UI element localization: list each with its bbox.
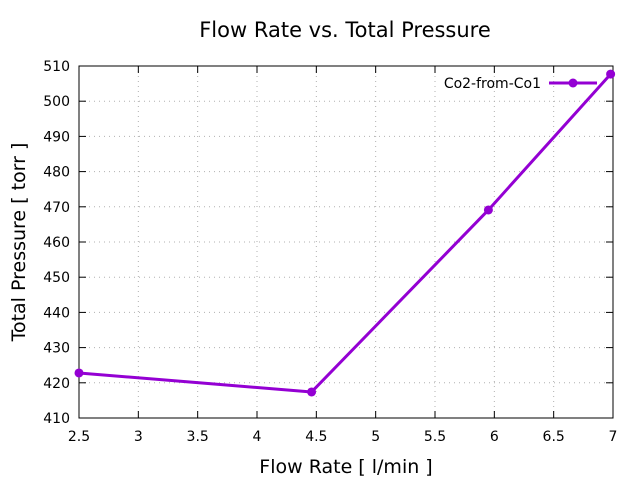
x-tick-label: 3.5	[187, 429, 209, 445]
y-tick-label: 410	[43, 411, 70, 427]
x-tick-label: 5.5	[424, 429, 446, 445]
y-tick-label: 490	[43, 129, 70, 145]
x-tick-label: 2.5	[68, 429, 90, 445]
grid	[79, 66, 613, 418]
axis-ticks: 2.5 3 3.5 4 4.5 5 5.5 6 6.5 7 410 420 430 440 450 460 47…	[43, 59, 617, 445]
x-tick-label: 6	[490, 429, 499, 445]
y-tick-label: 450	[43, 270, 70, 286]
legend: Co2-from-Co1	[444, 76, 597, 92]
data-point	[74, 368, 84, 378]
x-axis-label: Flow Rate [ l/min ]	[259, 456, 432, 478]
y-tick-label: 460	[43, 235, 70, 251]
x-tick-label: 4.5	[305, 429, 327, 445]
y-tick-label: 470	[43, 200, 70, 216]
series-layer	[74, 69, 616, 397]
y-tick-label: 440	[43, 305, 70, 321]
y-tick-label: 420	[43, 376, 70, 392]
data-point	[307, 387, 317, 397]
series-line	[78, 73, 612, 394]
y-tick-label: 500	[43, 94, 70, 110]
data-point	[606, 69, 616, 79]
x-tick-label: 3	[134, 429, 143, 445]
x-tick-label: 6.5	[543, 429, 565, 445]
plot-frame	[78, 65, 614, 419]
chart-title: Flow Rate vs. Total Pressure	[199, 18, 491, 42]
y-axis-label: Total Pressure [ torr ]	[8, 143, 30, 343]
y-tick-label: 480	[43, 165, 70, 181]
x-tick-label: 4	[253, 429, 262, 445]
y-tick-label: 430	[43, 341, 70, 357]
x-tick-label: 7	[609, 429, 618, 445]
legend-label: Co2-from-Co1	[444, 76, 541, 92]
legend-marker	[568, 78, 578, 88]
x-tick-label: 5	[371, 429, 380, 445]
y-tick-label: 510	[43, 59, 70, 75]
data-point	[483, 205, 493, 215]
